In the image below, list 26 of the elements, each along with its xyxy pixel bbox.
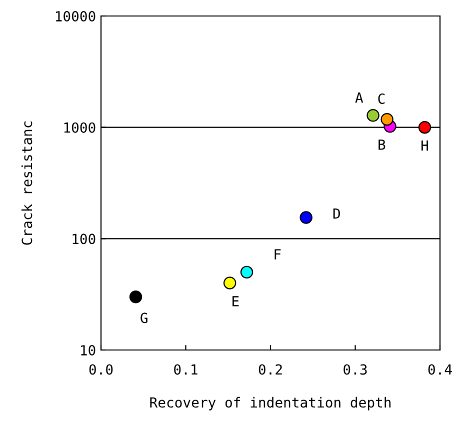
x-tick-label: 0.2	[258, 364, 282, 375]
x-tick-label: 0.3	[344, 364, 367, 375]
point	[300, 211, 312, 224]
annotation: G	[140, 312, 148, 324]
annotation: F	[274, 249, 281, 260]
annotation: A	[355, 92, 364, 103]
point	[129, 290, 142, 304]
point	[380, 112, 394, 126]
annotation: D	[333, 208, 340, 219]
y-tick-label: 1000	[64, 122, 96, 133]
y-axis-title: Crack resistanc	[21, 121, 32, 245]
x-tick-label: 0.0	[89, 364, 113, 375]
y-tick-label: 100	[72, 234, 96, 244]
x-tick-label: 0.1	[174, 364, 198, 375]
y-tick-label: 10	[81, 345, 96, 356]
x-axis-title: Recovery of indentation depth	[150, 396, 391, 410]
point	[366, 109, 380, 122]
annotation: C	[378, 93, 385, 104]
point	[240, 266, 254, 279]
x-tick-label: 0.4	[428, 364, 452, 375]
annotation: B	[378, 140, 386, 150]
point	[418, 120, 432, 134]
point	[223, 276, 236, 290]
annotation: H	[421, 140, 428, 151]
annotation: E	[232, 296, 239, 306]
y-tick-label: 10000	[56, 11, 96, 22]
